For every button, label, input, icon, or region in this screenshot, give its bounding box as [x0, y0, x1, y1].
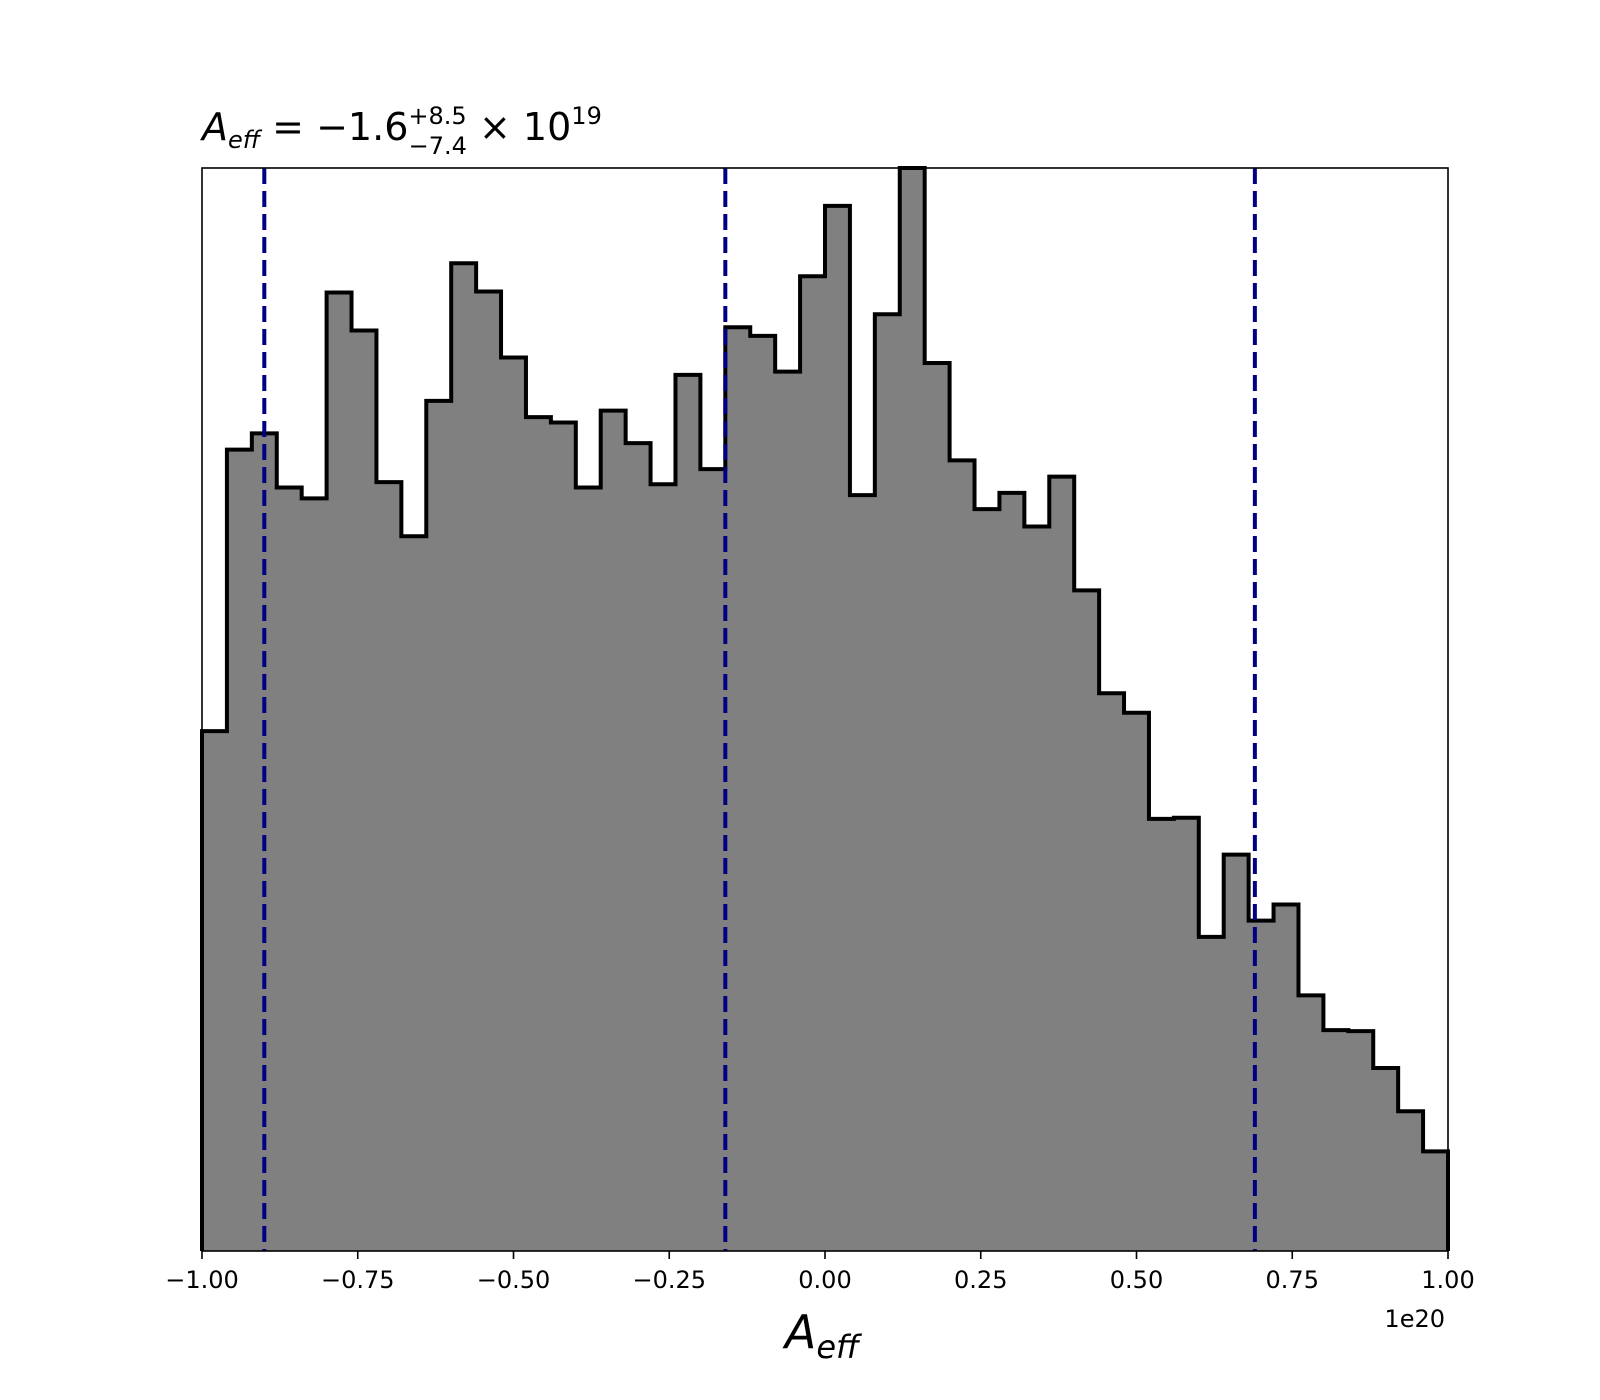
histogram-bar: [1074, 590, 1100, 1251]
histogram-bar: [1398, 1111, 1424, 1251]
svg-text:Aeff = −1.6+8.5−7.4 × 1019: Aeff = −1.6+8.5 −7.4 × 1019: [199, 102, 602, 160]
histogram-bar: [1024, 526, 1050, 1251]
histogram-bar: [675, 374, 701, 1251]
histogram-bar: [874, 314, 901, 1252]
histogram-bar: [1223, 854, 1250, 1251]
histogram-bar: [1148, 818, 1175, 1251]
histogram-bar: [401, 536, 427, 1251]
x-tick-label: −0.75: [321, 1266, 395, 1294]
histogram-bar: [376, 482, 402, 1251]
histogram-bar: [650, 484, 677, 1252]
title-equals: = −1.6: [260, 105, 408, 149]
histogram-bar: [1323, 1030, 1349, 1251]
histogram-outline: [200, 166, 1450, 1251]
histogram-bar: [301, 498, 328, 1251]
histogram-bar: [575, 487, 602, 1251]
histogram-bar: [476, 291, 502, 1251]
quantile-lines: [262, 168, 1257, 1251]
xlabel-subscript: eff: [816, 1328, 863, 1366]
histogram-bar: [849, 495, 876, 1251]
title-times: × 10: [467, 105, 571, 149]
histogram-bar: [600, 410, 627, 1251]
x-offset-label: 1e20: [1384, 1305, 1445, 1333]
title-lower-error: −7.4: [409, 132, 467, 160]
title-upper-error: +8.5: [408, 102, 466, 130]
histogram-bar: [1198, 936, 1225, 1251]
histogram-bar: [949, 460, 976, 1251]
xlabel-symbol: A: [782, 1305, 816, 1359]
chart-title: Aeff = −1.6+8.5 −7.4 × 1019: [199, 102, 602, 160]
histogram-bar: [1273, 904, 1300, 1251]
histogram-bar: [426, 400, 452, 1252]
histogram-bar: [750, 335, 776, 1251]
histogram-bar: [226, 449, 253, 1252]
histogram-bar: [1423, 1151, 1449, 1251]
histogram-bar: [501, 357, 527, 1251]
x-tick-label: −0.50: [477, 1266, 551, 1294]
x-tick-label: 0.50: [1110, 1266, 1163, 1294]
title-symbol: A: [199, 105, 228, 149]
histogram-bar: [1099, 693, 1125, 1251]
histogram-bar: [700, 469, 726, 1252]
histogram-bar: [725, 327, 751, 1251]
histogram-bar: [800, 276, 826, 1251]
x-axis-label: Aeff: [782, 1305, 863, 1366]
histogram-bar: [550, 422, 577, 1251]
x-tick-label: 0.75: [1266, 1266, 1319, 1294]
histogram-bar: [451, 263, 477, 1252]
histogram-bar: [999, 492, 1025, 1251]
histogram-bar: [899, 168, 926, 1251]
histogram-bar: [1248, 920, 1275, 1251]
histogram-bars: [202, 168, 1449, 1252]
histogram-bar: [326, 292, 353, 1251]
histogram-bar: [351, 330, 378, 1251]
histogram-bar: [1173, 817, 1200, 1251]
histogram-bar: [1124, 712, 1150, 1251]
histogram-bar: [1348, 1031, 1374, 1251]
histogram-bar: [525, 417, 552, 1252]
x-tick-label: 1.00: [1421, 1266, 1474, 1294]
histogram-bar: [974, 509, 1001, 1251]
histogram-bar: [924, 362, 951, 1251]
histogram-bar: [276, 487, 303, 1251]
histogram-bar: [1373, 1067, 1399, 1251]
histogram-bar: [1049, 476, 1075, 1251]
title-symbol-subscript: eff: [228, 126, 263, 154]
title-exponent: 19: [571, 102, 602, 130]
histogram-bar: [1298, 995, 1324, 1251]
histogram-bar: [825, 205, 851, 1251]
x-tick-label: 0.25: [954, 1266, 1007, 1294]
histogram-bar: [625, 443, 652, 1251]
histogram-bar: [202, 731, 228, 1251]
x-axis-ticks: −1.00 −0.75 −0.50 −0.25 0.00 0.25 0.50 0.75 1.00: [165, 1251, 1475, 1294]
x-tick-label: 0.00: [798, 1266, 851, 1294]
histogram-bar: [775, 371, 801, 1251]
x-tick-label: −1.00: [165, 1266, 239, 1294]
x-tick-label: −0.25: [632, 1266, 706, 1294]
